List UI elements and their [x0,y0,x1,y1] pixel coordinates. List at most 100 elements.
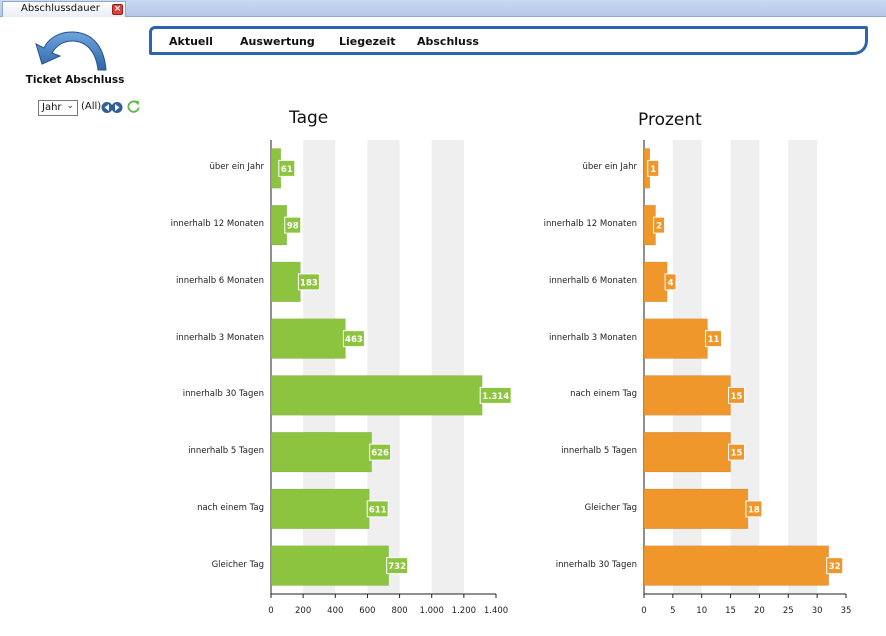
category-label: innerhalb 6 Monaten [549,275,637,286]
x-tick-label: 1.200 [451,606,477,616]
bar [270,375,483,416]
grid-band [303,140,336,594]
bar [643,205,656,246]
x-tick-label: 0 [268,606,274,616]
category-label: Gleicher Tag [211,559,264,570]
grid-band [431,140,464,594]
x-tick-label: 35 [840,606,852,616]
data-label-background [653,216,666,234]
data-label-background [479,386,512,404]
previous-arrow-icon[interactable] [101,101,112,114]
chart-title: Prozent [638,110,702,130]
bar [270,148,282,189]
data-label: 463 [345,335,363,345]
menu-item-abschluss[interactable]: Abschluss [417,35,479,48]
data-label-background [826,557,844,575]
chart-title: Tage [289,108,329,128]
refresh-icon[interactable] [126,99,141,114]
category-label: innerhalb 30 Tagen [555,559,637,570]
category-label: Gleicher Tag [584,502,637,513]
data-label: 98 [287,222,299,232]
data-label-background [366,500,389,518]
module-title: Ticket Abschluss [25,74,125,86]
data-label-background [342,330,365,348]
category-label: innerhalb 3 Monaten [549,332,637,343]
data-label-background [704,330,722,348]
x-tick-label: 15 [725,606,736,616]
x-tick-label: 600 [359,606,376,616]
x-tick-label: 1.000 [419,606,444,616]
chevron-down-icon: ⌄ [66,101,74,111]
category-label: innerhalb 12 Monaten [543,219,637,230]
data-label: 1.314 [482,392,509,402]
category-label: innerhalb 5 Tagen [561,446,637,457]
document-tab[interactable]: Abschlussdauer × [2,1,126,17]
document-tabstrip: Abschlussdauer × [0,0,886,17]
category-label: nach einem Tag [197,502,264,513]
category-label: innerhalb 12 Monaten [170,219,264,230]
x-tick-label: 30 [811,606,823,616]
x-tick-label: 200 [295,606,312,616]
data-label-background [728,386,746,404]
x-tick-label: 10 [696,606,708,616]
x-tick-label: 1.400 [483,606,509,616]
grid-band [367,140,400,594]
bar [643,488,749,529]
data-label: 611 [369,505,387,515]
data-label-background [664,273,677,291]
document-tab-title: Abschlussdauer [21,3,100,14]
x-tick-label: 800 [391,606,408,616]
category-label: über ein Jahr [209,162,265,173]
period-select[interactable]: Jahr ⌄ [38,100,78,116]
bar [270,318,346,359]
menu-item-auswertung[interactable]: Auswertung [240,35,315,48]
bar [643,545,829,586]
next-arrow-icon[interactable] [112,101,123,114]
data-label: 32 [829,562,841,572]
bar [643,261,668,302]
data-label: 626 [371,449,389,459]
x-tick-label: 5 [670,606,676,616]
bar [270,432,372,473]
data-label: 1 [650,165,656,175]
bar [270,261,301,302]
data-label-background [278,159,296,177]
category-label: innerhalb 6 Monaten [176,275,264,286]
data-label-background [297,273,320,291]
close-icon[interactable]: × [112,4,123,15]
bar [270,545,389,586]
x-tick-label: 0 [641,606,647,616]
data-label: 732 [388,562,406,572]
grid-band [788,140,818,594]
bar [643,432,731,473]
data-label-background [386,557,409,575]
data-label-background [369,443,392,461]
filter-value: (All) [81,101,102,112]
category-label: innerhalb 5 Tagen [188,446,264,457]
data-label: 4 [668,278,674,288]
data-label: 11 [708,335,720,345]
grid-band [730,140,760,594]
bar [270,205,287,246]
curved-back-arrow-icon[interactable] [32,26,112,74]
bar [643,375,731,416]
bar [643,148,651,189]
data-label: 2 [656,222,662,232]
menu-item-aktuell[interactable]: Aktuell [169,35,213,48]
category-label: innerhalb 3 Monaten [176,332,264,343]
menu-item-liegezeit[interactable]: Liegezeit [339,35,396,48]
bar [643,318,708,359]
data-label: 15 [731,449,743,459]
x-tick-label: 20 [754,606,765,616]
top-menu-bar: Aktuell Auswertung Liegezeit Abschluss [149,26,868,55]
category-label: nach einem Tag [570,389,637,400]
data-label: 18 [748,505,760,515]
data-label: 15 [731,392,743,402]
bar [270,488,370,529]
category-label: innerhalb 30 Tagen [182,389,264,400]
data-label-background [647,159,660,177]
data-label-background [284,216,302,234]
